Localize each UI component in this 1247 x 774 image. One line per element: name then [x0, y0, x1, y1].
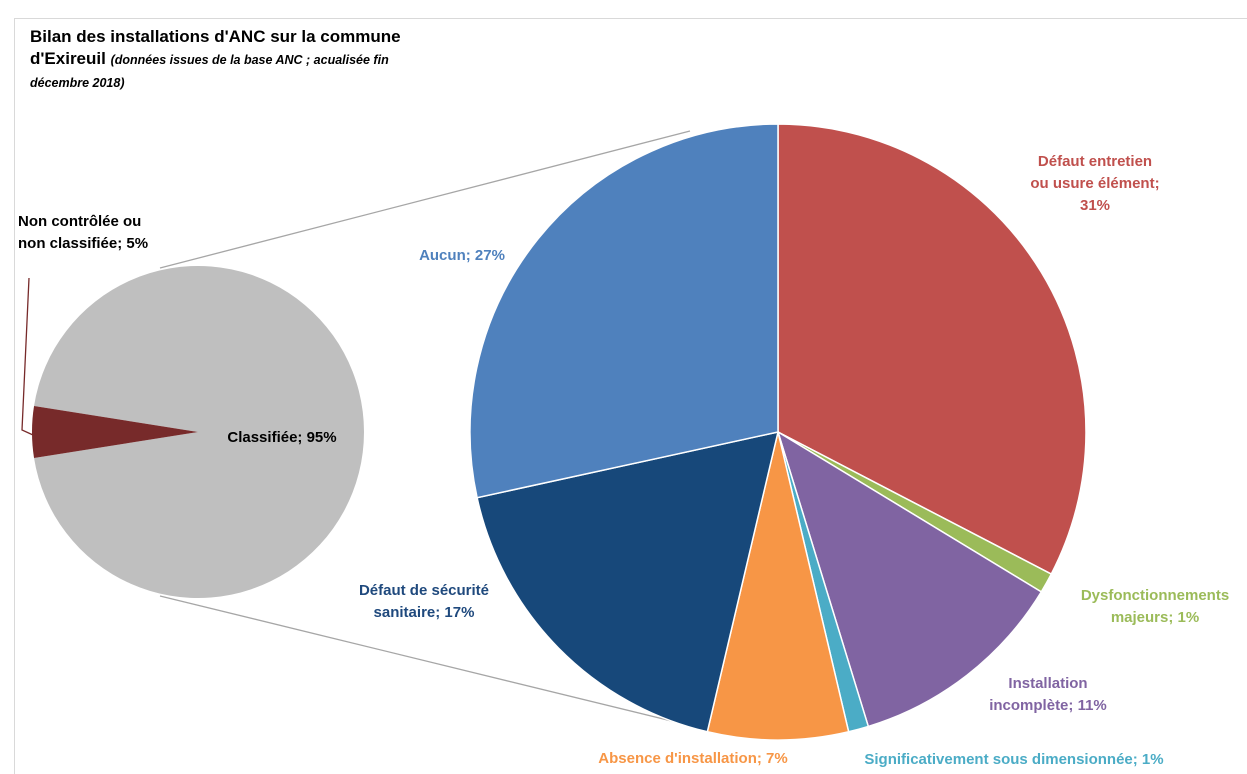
connector-line-bottom — [159, 595, 697, 728]
chart-subtitle: (données issues de la base ANC ; acualis… — [30, 53, 389, 90]
label-dysfonctionnements-majeurs: Dysfonctionnements majeurs; 1% — [1081, 587, 1229, 626]
label-significativement-sous-dimensionnee: Significativement sous dimensionnée; 1% — [864, 751, 1163, 768]
primary-pie — [31, 266, 364, 598]
secondary-slice-aucun — [469, 123, 779, 499]
secondary-slice-absence-d-installation — [706, 431, 850, 741]
primary-slice-non-controlee-ou-non-classifiee — [31, 406, 198, 458]
data-labels: Classifiée; 95% Non contrôlée ou non class… — [18, 153, 1229, 768]
secondary-pie — [469, 123, 1087, 741]
label-defaut-entretien-ou-usure-element: Défaut entretien ou usure élément; 31% — [1030, 153, 1159, 214]
secondary-slice-installation-incomplete — [776, 430, 1043, 728]
chart-title: Bilan des installations d'ANC sur la com… — [30, 27, 401, 68]
primary-slice-classifiee — [34, 266, 364, 598]
label-installation-incomplete: Installation incomplète; 11% — [989, 675, 1107, 714]
label-absence-d-installation: Absence d'installation; 7% — [598, 750, 787, 767]
chart-frame-top — [14, 18, 1247, 19]
secondary-slice-defaut-entretien-ou-usure-element — [777, 123, 1087, 576]
secondary-slice-defaut-de-securite-sanitaire — [476, 431, 780, 733]
connector-line-top — [159, 130, 691, 269]
label-defaut-de-securite-sanitaire: Défaut de sécurité sanitaire; 17% — [359, 582, 489, 621]
label-aucun: Aucun; 27% — [419, 247, 505, 264]
connector-lines — [21, 130, 697, 728]
label-classifiee: Classifiée; 95% — [227, 429, 336, 446]
leader-line-non-controlee — [21, 277, 34, 436]
chart-title-block: Bilan des installations d'ANC sur la com… — [30, 26, 410, 94]
label-non-controlee-ou-non-classifiee: Non contrôlée ou non classifiée; 5% — [18, 213, 148, 252]
chart-frame-left — [14, 18, 15, 774]
